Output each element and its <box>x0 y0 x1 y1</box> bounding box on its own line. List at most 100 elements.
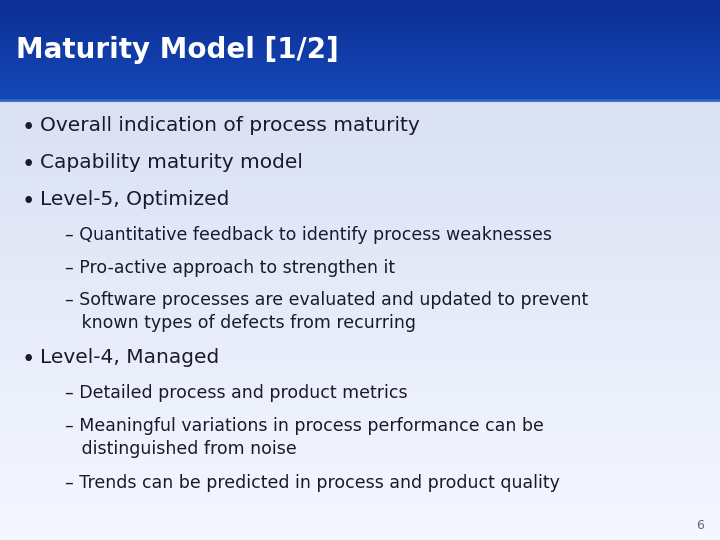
Bar <box>0 25 720 28</box>
Bar <box>0 28 720 30</box>
Bar <box>0 71 720 74</box>
Text: Capability maturity model: Capability maturity model <box>40 153 302 172</box>
Bar <box>0 8 720 10</box>
Bar <box>0 2 720 4</box>
Bar <box>0 62 720 64</box>
Text: – Software processes are evaluated and updated to prevent
   known types of defe: – Software processes are evaluated and u… <box>65 291 588 332</box>
Text: •: • <box>22 348 35 371</box>
Bar <box>0 29 720 32</box>
Bar <box>0 151 720 159</box>
Bar <box>0 53 720 56</box>
Bar <box>0 261 720 268</box>
Bar <box>0 87 720 90</box>
Bar <box>0 459 720 467</box>
Bar <box>0 114 720 122</box>
Bar <box>0 23 720 26</box>
Bar <box>0 290 720 298</box>
Bar <box>0 496 720 503</box>
Bar <box>0 210 720 217</box>
Bar <box>0 51 720 54</box>
Bar <box>0 268 720 276</box>
Bar <box>0 79 720 82</box>
Bar <box>0 33 720 36</box>
Bar <box>0 180 720 188</box>
Bar <box>0 407 720 415</box>
Bar <box>0 136 720 144</box>
Bar <box>0 312 720 320</box>
Bar <box>0 400 720 408</box>
Bar <box>0 82 720 84</box>
Text: Maturity Model [1/2]: Maturity Model [1/2] <box>16 36 338 64</box>
Bar <box>0 65 720 68</box>
Bar <box>0 73 720 76</box>
Text: – Meaningful variations in process performance can be
   distinguished from nois: – Meaningful variations in process perfo… <box>65 417 544 458</box>
Bar <box>0 305 720 313</box>
Bar <box>0 11 720 14</box>
Bar <box>0 17 720 20</box>
Bar <box>0 371 720 379</box>
Bar <box>0 3 720 6</box>
Bar <box>0 39 720 42</box>
Text: 6: 6 <box>696 519 704 532</box>
Bar <box>0 59 720 62</box>
Bar <box>0 19 720 22</box>
Text: •: • <box>22 116 35 139</box>
Bar <box>0 57 720 60</box>
Bar <box>0 89 720 92</box>
Bar <box>0 378 720 386</box>
Bar <box>0 63 720 66</box>
Bar <box>0 488 720 496</box>
Bar <box>0 429 720 437</box>
Bar <box>0 173 720 180</box>
Bar <box>0 239 720 247</box>
Bar <box>0 481 720 489</box>
Bar <box>0 31 720 34</box>
Bar <box>0 232 720 239</box>
Bar <box>0 503 720 511</box>
Text: •: • <box>22 153 35 176</box>
Bar <box>0 224 720 232</box>
Bar <box>0 22 720 24</box>
Bar <box>0 466 720 474</box>
Bar <box>0 91 720 94</box>
Bar <box>0 298 720 305</box>
Text: Overall indication of process maturity: Overall indication of process maturity <box>40 116 419 135</box>
Bar <box>0 202 720 210</box>
Bar <box>0 386 720 393</box>
Bar <box>0 253 720 261</box>
Bar <box>0 422 720 430</box>
Bar <box>0 107 720 114</box>
Bar <box>0 42 720 44</box>
Bar <box>0 45 720 48</box>
Bar <box>0 393 720 401</box>
Bar <box>0 99 720 107</box>
Bar <box>0 70 720 72</box>
Bar <box>0 246 720 254</box>
Bar <box>0 327 720 335</box>
Bar <box>0 334 720 342</box>
Bar <box>0 275 720 284</box>
Bar <box>0 320 720 327</box>
Bar <box>0 341 720 349</box>
Bar <box>0 96 720 98</box>
Text: •: • <box>22 190 35 213</box>
Text: Level-4, Managed: Level-4, Managed <box>40 348 219 367</box>
Bar <box>0 56 720 58</box>
Bar <box>0 474 720 481</box>
Bar <box>0 158 720 166</box>
Text: – Trends can be predicted in process and product quality: – Trends can be predicted in process and… <box>65 474 559 491</box>
Bar <box>0 83 720 86</box>
Bar <box>0 85 720 88</box>
Bar <box>0 93 720 96</box>
Bar <box>0 437 720 444</box>
Bar <box>0 43 720 46</box>
Bar <box>0 532 720 540</box>
Bar <box>0 68 720 70</box>
Bar <box>0 77 720 80</box>
Bar <box>0 5 720 8</box>
Bar <box>0 510 720 518</box>
Bar <box>0 187 720 195</box>
Bar <box>0 444 720 452</box>
Text: – Pro-active approach to strengthen it: – Pro-active approach to strengthen it <box>65 259 395 276</box>
Bar <box>0 363 720 372</box>
